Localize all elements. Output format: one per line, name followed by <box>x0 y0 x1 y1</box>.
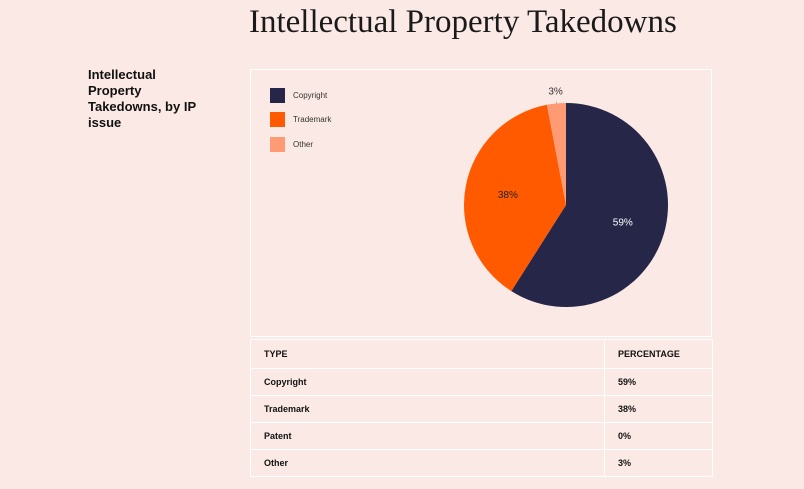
chart-legend: Copyright Trademark Other <box>270 87 331 161</box>
table-cell-percentage: 3% <box>604 449 713 477</box>
pie-label-copyright: 59% <box>613 218 633 229</box>
column-header-percentage: PERCENTAGE <box>604 339 713 369</box>
pie-chart: 59% 38% 3% <box>464 86 669 307</box>
legend-item-copyright: Copyright <box>270 87 331 103</box>
pie-slice-other <box>546 103 566 205</box>
pie-label-other: 3% <box>548 86 563 97</box>
table-cell-percentage: 38% <box>604 395 713 423</box>
chart-panel: Copyright Trademark Other 59% 38% 3% <box>250 69 712 337</box>
data-table: TYPE PERCENTAGE Copyright 59% Trademark … <box>250 339 713 477</box>
pie-label-trademark: 38% <box>498 190 518 201</box>
legend-label: Copyright <box>293 90 328 100</box>
table-cell-type: Other <box>250 449 605 477</box>
legend-swatch-trademark <box>270 112 285 127</box>
table-cell-type: Patent <box>250 422 605 450</box>
legend-swatch-other <box>270 136 285 152</box>
page-title: Intellectual Property Takedowns <box>249 4 677 40</box>
table-cell-percentage: 0% <box>604 422 713 450</box>
legend-label: Other <box>293 139 314 149</box>
table-row: Other 3% <box>250 449 713 477</box>
table-row: Trademark 38% <box>250 395 713 423</box>
pie-slice-copyright <box>511 103 669 307</box>
chart-caption: Intellectual Property Takedowns, by IP i… <box>88 67 196 130</box>
pie-slice-trademark <box>464 104 566 292</box>
table-row: Copyright 59% <box>250 368 713 396</box>
legend-swatch-copyright <box>270 87 285 103</box>
column-header-type: TYPE <box>250 339 605 369</box>
table-header-row: TYPE PERCENTAGE <box>250 339 713 369</box>
legend-label: Trademark <box>293 115 332 124</box>
table-cell-type: Copyright <box>250 368 605 396</box>
table-cell-type: Trademark <box>250 395 605 423</box>
legend-item-trademark: Trademark <box>270 112 331 128</box>
table-cell-percentage: 59% <box>604 368 713 396</box>
legend-item-other: Other <box>270 136 331 152</box>
table-row: Patent 0% <box>250 422 713 450</box>
